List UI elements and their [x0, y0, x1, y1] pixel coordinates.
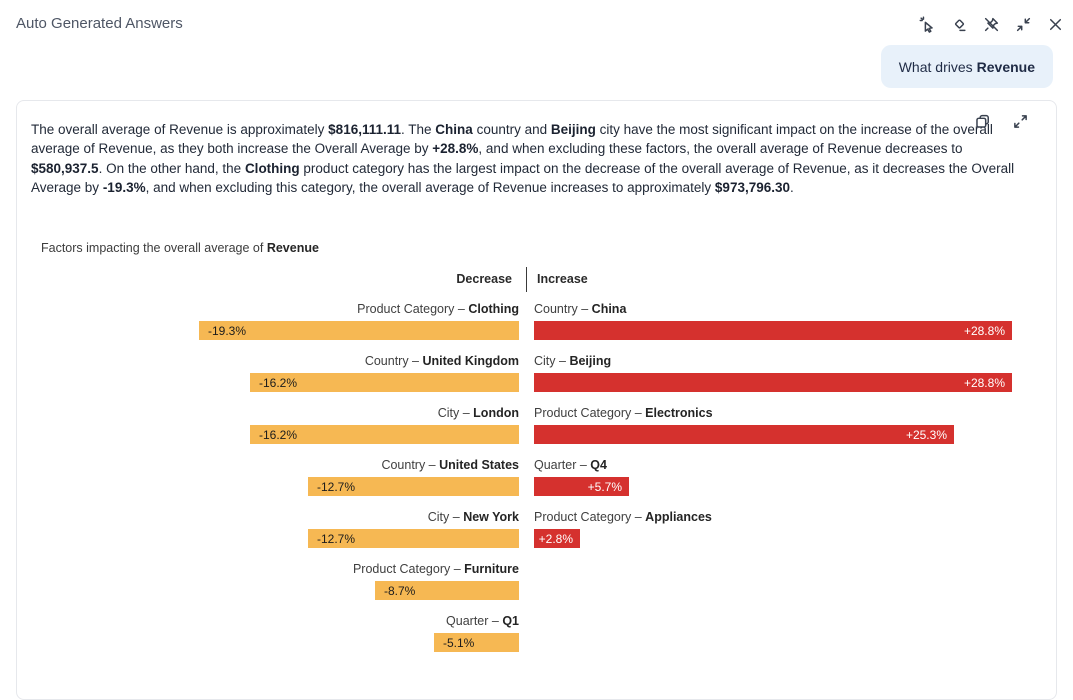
decrease-bar[interactable]: -12.7% — [308, 529, 519, 549]
increase-bar[interactable]: +28.8% — [534, 373, 1012, 393]
copy-icon[interactable] — [972, 111, 992, 131]
decrease-row: Quarter – Q1 -5.1% — [31, 613, 519, 665]
header-divider — [526, 267, 527, 293]
decrease-row: Country – United States -12.7% — [31, 457, 519, 509]
answer-segment: product category has the largest impact … — [31, 160, 1015, 195]
chart-title-metric: Revenue — [266, 241, 319, 256]
increase-header: Increase — [537, 272, 588, 287]
factor-label: Product Category – Clothing — [357, 302, 519, 317]
factor-label: Country – China — [534, 302, 627, 317]
collapse-icon[interactable] — [1013, 14, 1033, 34]
answer-highlight: $580,937.5 — [31, 160, 99, 176]
answer-highlight: $973,796.30 — [714, 179, 790, 195]
increase-row — [534, 613, 1044, 665]
bar-value: -8.7% — [384, 583, 416, 598]
bar-value: +28.8% — [963, 375, 1005, 390]
increase-bar[interactable]: +5.7% — [534, 477, 629, 497]
chart-title-text: Factors impacting the overall average of — [41, 241, 267, 256]
decrease-row: Product Category – Clothing -19.3% — [31, 301, 519, 353]
impact-chart: Product Category – Clothing -19.3% Country… — [31, 301, 1056, 665]
card-actions — [972, 111, 1030, 131]
increase-row: Product Category – Appliances +2.8% — [534, 509, 1044, 561]
question-text: What drives — [898, 58, 973, 75]
chart-title: Factors impacting the overall average of… — [41, 241, 1056, 255]
unpin-icon[interactable] — [981, 14, 1001, 34]
decrease-bar[interactable]: -16.2% — [250, 425, 519, 445]
close-icon[interactable] — [1045, 14, 1065, 34]
bar-value: -12.7% — [317, 479, 356, 494]
bar-value: -19.3% — [208, 323, 247, 338]
factor-label: Quarter – Q4 — [534, 458, 607, 473]
bar-value: -12.7% — [317, 531, 356, 546]
increase-row: Quarter – Q4 +5.7% — [534, 457, 1044, 509]
question-bubble: What drives Revenue — [880, 45, 1053, 88]
increase-bar[interactable]: +25.3% — [534, 425, 954, 445]
factor-label: Country – United States — [381, 458, 519, 473]
increase-row: City – Beijing +28.8% — [534, 353, 1044, 405]
factor-label: Product Category – Appliances — [534, 510, 712, 525]
decrease-row: Country – United Kingdom -16.2% — [31, 353, 519, 405]
bar-value: -5.1% — [443, 635, 475, 650]
decrease-row: City – London -16.2% — [31, 405, 519, 457]
increase-bar[interactable]: +2.8% — [534, 529, 580, 549]
answer-highlight: China — [435, 122, 473, 137]
factor-label: Product Category – Electronics — [534, 406, 713, 421]
factor-label: Country – United Kingdom — [364, 354, 519, 369]
answer-highlight: $816,111.11 — [328, 122, 402, 137]
increase-bar[interactable]: +28.8% — [534, 321, 1012, 341]
eraser-icon[interactable] — [949, 14, 969, 34]
chart-headers: Decrease Increase — [31, 267, 1056, 293]
decrease-row: Product Category – Furniture -8.7% — [31, 561, 519, 613]
bar-value: +25.3% — [905, 427, 947, 442]
answer-segment: . On the other hand, the — [98, 160, 245, 176]
answer-segment: country and — [472, 122, 551, 137]
answer-segment: , and when excluding these factors, the … — [478, 141, 963, 157]
answer-segment: city have the most significant impact on… — [31, 122, 993, 157]
answer-highlight: Beijing — [550, 122, 596, 137]
bar-value: +5.7% — [587, 479, 622, 494]
increase-row: Product Category – Electronics +25.3% — [534, 405, 1044, 457]
increase-row — [534, 561, 1044, 613]
bar-value: -16.2% — [259, 427, 298, 442]
decrease-bar[interactable]: -5.1% — [434, 633, 519, 653]
bar-value: +28.8% — [963, 323, 1005, 338]
factor-label: City – New York — [427, 510, 519, 525]
factor-label: City – London — [437, 406, 519, 421]
decrease-bar[interactable]: -12.7% — [308, 477, 519, 497]
decrease-bar[interactable]: -8.7% — [375, 581, 519, 601]
answer-highlight: +28.8% — [432, 141, 479, 157]
answer-highlight: -19.3% — [102, 179, 146, 195]
answer-segment: , and when excluding this category, the … — [145, 179, 715, 195]
increase-row: Country – China +28.8% — [534, 301, 1044, 353]
answer-text: The overall average of Revenue is approx… — [31, 120, 1026, 197]
answer-segment: The overall average of Revenue is approx… — [31, 122, 329, 137]
bar-value: +2.8% — [538, 531, 573, 546]
expand-icon[interactable] — [1010, 111, 1030, 131]
decrease-row: City – New York -12.7% — [31, 509, 519, 561]
answer-highlight: Clothing — [244, 160, 300, 176]
toolbar — [917, 14, 1065, 34]
answer-card: The overall average of Revenue is approx… — [16, 100, 1057, 700]
bar-value: -16.2% — [259, 375, 298, 390]
factor-label: City – Beijing — [534, 354, 612, 369]
answer-segment: . — [790, 179, 794, 195]
cursor-click-icon[interactable] — [917, 14, 937, 34]
question-metric: Revenue — [976, 58, 1035, 75]
factor-label: Product Category – Furniture — [352, 562, 519, 577]
decrease-header: Decrease — [456, 272, 512, 287]
answer-segment: . The — [401, 122, 436, 137]
factor-label: Quarter – Q1 — [446, 614, 519, 629]
decrease-bar[interactable]: -19.3% — [199, 321, 519, 341]
top-header: Auto Generated Answers — [0, 0, 1073, 46]
decrease-bar[interactable]: -16.2% — [250, 373, 519, 393]
page-title: Auto Generated Answers — [16, 15, 183, 32]
